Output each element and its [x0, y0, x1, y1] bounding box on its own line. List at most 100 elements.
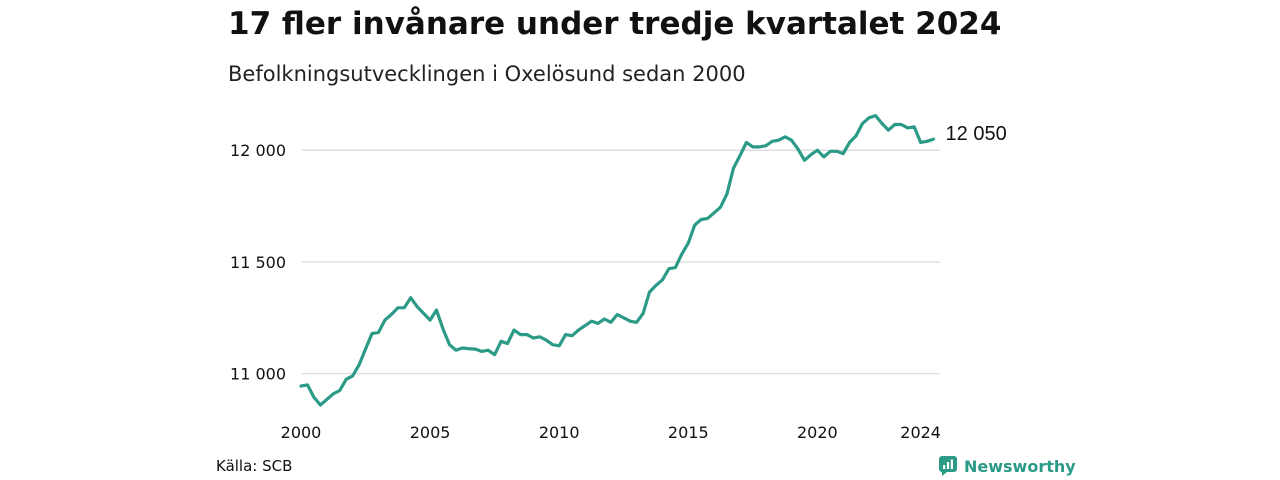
data-point [765, 145, 767, 147]
data-point [894, 124, 896, 126]
data-point [558, 345, 560, 347]
data-point [532, 337, 534, 339]
data-point [829, 150, 831, 152]
data-point [345, 378, 347, 380]
data-point [926, 140, 928, 142]
data-point [636, 321, 638, 323]
data-point [481, 350, 483, 352]
data-point [397, 307, 399, 309]
data-point [313, 396, 315, 398]
data-point [603, 318, 605, 320]
x-axis-ticks: 2000 2005 2010 2015 2020 2024 [281, 423, 941, 442]
data-point [862, 122, 864, 124]
data-point [332, 393, 334, 395]
data-point [629, 320, 631, 322]
data-point [429, 319, 431, 321]
brand-name: Newsworthy [964, 456, 1076, 476]
data-point [920, 141, 922, 143]
series-line [299, 113, 936, 407]
data-point [674, 267, 676, 269]
y-tick-label: 11 500 [230, 253, 286, 272]
data-point [436, 309, 438, 311]
data-point [319, 404, 321, 406]
data-point [836, 150, 838, 152]
data-point [803, 159, 805, 161]
data-point [816, 149, 818, 151]
data-point [687, 242, 689, 244]
data-point [545, 339, 547, 341]
data-point [352, 375, 354, 377]
data-point [455, 349, 457, 351]
data-point [668, 268, 670, 270]
data-point [661, 279, 663, 281]
data-point [487, 349, 489, 351]
data-point [694, 224, 696, 226]
x-tick-label: 2015 [668, 423, 709, 442]
data-point [713, 212, 715, 214]
x-tick-label: 2005 [410, 423, 451, 442]
data-point [365, 348, 367, 350]
data-point [377, 331, 379, 333]
data-point [771, 140, 773, 142]
data-point [565, 334, 567, 336]
data-point [584, 325, 586, 327]
data-point [616, 313, 618, 315]
data-point [513, 329, 515, 331]
data-point [474, 348, 476, 350]
data-point [552, 344, 554, 346]
data-point [339, 389, 341, 391]
data-point [526, 334, 528, 336]
data-point [784, 136, 786, 138]
y-tick-label: 11 000 [230, 365, 286, 384]
data-point [326, 398, 328, 400]
data-point [655, 284, 657, 286]
data-point [700, 219, 702, 221]
data-point [442, 328, 444, 330]
data-point [642, 312, 644, 314]
brand-logo: Newsworthy [938, 455, 1076, 477]
data-point [874, 115, 876, 117]
gridlines [302, 149, 940, 375]
data-point [707, 217, 709, 219]
data-point [507, 343, 509, 345]
data-point [358, 364, 360, 366]
data-point [468, 348, 470, 350]
data-point [519, 334, 521, 336]
data-point [913, 126, 915, 128]
data-point [739, 155, 741, 157]
data-point [810, 154, 812, 156]
newsworthy-logo-icon [939, 456, 957, 476]
data-point [539, 336, 541, 338]
end-value-label: 12 050 [946, 123, 1007, 145]
data-point [403, 307, 405, 309]
data-point [797, 148, 799, 150]
data-point [907, 127, 909, 129]
data-point [494, 354, 496, 356]
data-point [410, 297, 412, 299]
data-point [384, 319, 386, 321]
y-tick-label: 12 000 [230, 141, 286, 160]
data-point [681, 253, 683, 255]
data-point [887, 129, 889, 131]
series-group [299, 113, 936, 407]
data-point [300, 385, 302, 387]
x-tick-label: 2000 [281, 423, 322, 442]
data-point [900, 124, 902, 126]
data-point [791, 139, 793, 141]
data-point [590, 320, 592, 322]
data-point [623, 317, 625, 319]
data-point [448, 344, 450, 346]
data-point [597, 322, 599, 324]
x-tick-label: 2020 [797, 423, 838, 442]
data-point [610, 321, 612, 323]
data-point [416, 306, 418, 308]
data-point [578, 329, 580, 331]
data-point [842, 153, 844, 155]
data-point [849, 141, 851, 143]
data-point [778, 139, 780, 141]
data-point [423, 312, 425, 314]
data-point [732, 167, 734, 169]
data-point [745, 141, 747, 143]
data-point [752, 146, 754, 148]
data-point [371, 332, 373, 334]
